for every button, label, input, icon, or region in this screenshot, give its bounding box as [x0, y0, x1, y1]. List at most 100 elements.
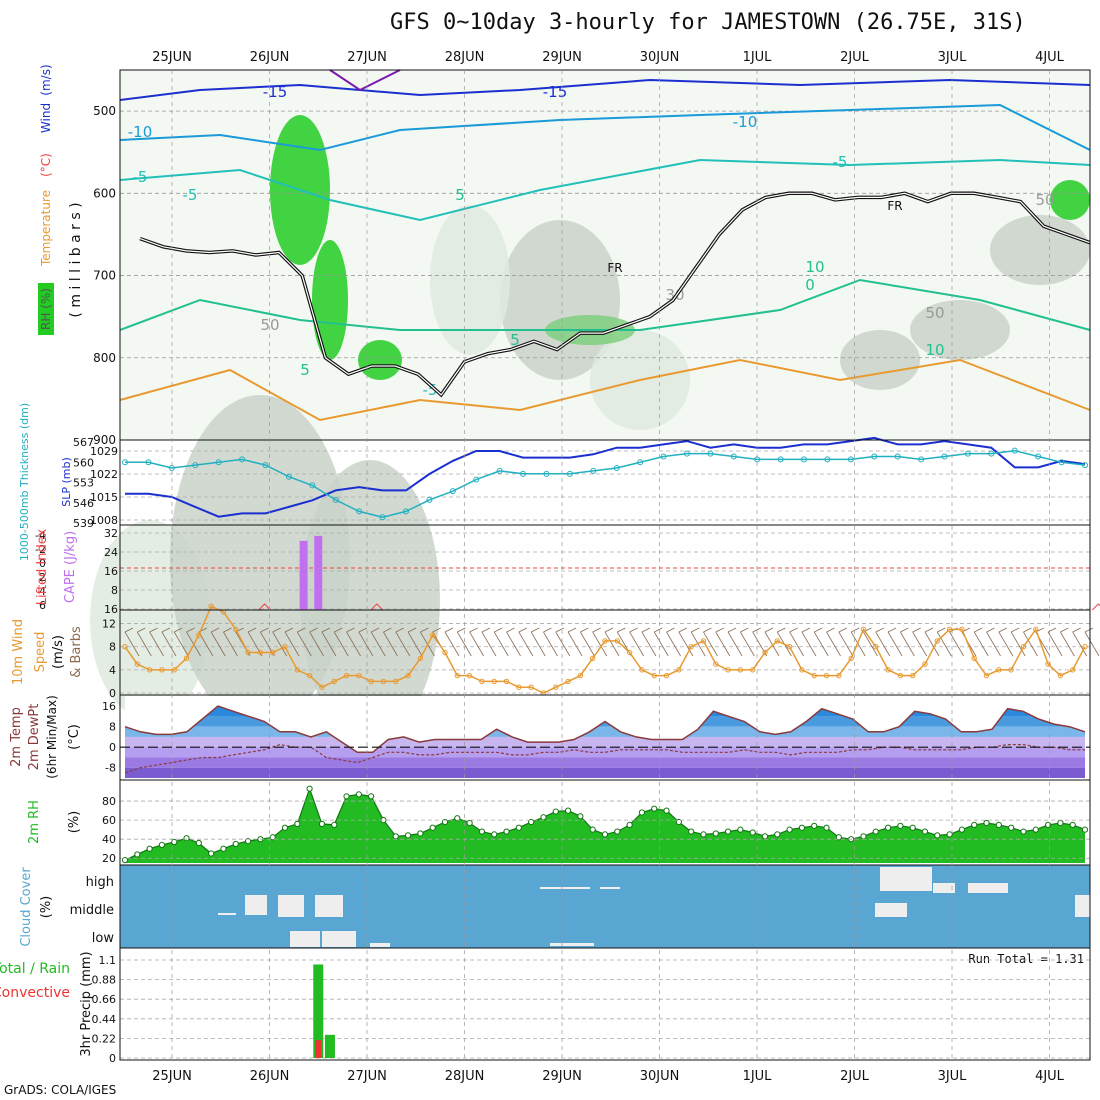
cloud-ylabel-2: (%) [39, 896, 54, 919]
wind-speed-point [491, 678, 497, 685]
wind-barb [912, 627, 921, 633]
thickness-point [332, 496, 339, 503]
wind-speed-point [909, 672, 916, 679]
li-spike-1 [370, 603, 384, 611]
rh-point [700, 831, 707, 838]
wind-barb [949, 631, 964, 657]
wind-speed-point [983, 672, 990, 679]
wind-speed-point [589, 655, 596, 661]
li-spike-0 [258, 603, 271, 611]
wind-barb [629, 631, 644, 657]
wind-barb [358, 631, 374, 657]
wind-speed-point [553, 684, 559, 690]
rh-point [1032, 826, 1039, 833]
li-ytick-label: -4 [35, 529, 46, 542]
thickness-point [426, 496, 433, 503]
wind-barb [937, 627, 946, 633]
wind-speed-point [319, 684, 325, 690]
thickness-point [285, 473, 292, 480]
wind-speed-point [380, 678, 387, 685]
rh-point [441, 818, 449, 826]
wind-barb [715, 627, 724, 633]
thickness-point [683, 450, 690, 457]
wind-barb [703, 631, 718, 657]
cape-ytick-label: 32 [104, 527, 118, 540]
wind-barb [395, 631, 411, 657]
rh-point [281, 824, 289, 831]
wind-speed-point [971, 655, 977, 661]
rh-point [823, 824, 830, 831]
rh-point [614, 828, 621, 835]
day-label-top: 26JUN [250, 50, 290, 65]
wind-speed-point [294, 667, 301, 673]
wind-barb [875, 627, 884, 633]
wind-barb [912, 631, 928, 657]
thickness-point [871, 453, 878, 460]
wind-speed-point [417, 655, 424, 661]
rh-point [1057, 819, 1064, 827]
thickness-point [379, 514, 386, 521]
rh-point [294, 820, 301, 828]
day-label-top: 30JUN [640, 50, 680, 65]
wind-barb [875, 631, 891, 657]
rh-point [232, 840, 239, 848]
wind-ytick-label: 12 [102, 618, 116, 631]
wind-barb [555, 627, 564, 633]
rh-point [368, 793, 375, 800]
wind-barb [1023, 627, 1032, 633]
wind-barb [136, 631, 152, 657]
contour-label-12: 10 [925, 341, 944, 359]
wind-barb [420, 627, 429, 633]
rh-point [244, 837, 252, 845]
wind-barb [407, 631, 423, 657]
wind-barb [370, 631, 386, 657]
day-label-bottom: 4JUL [1035, 1069, 1065, 1084]
rh-point [995, 821, 1002, 828]
thickness-point [613, 465, 620, 472]
thickness-point [262, 462, 269, 469]
li-spike-2 [1091, 603, 1100, 611]
rh-point [946, 831, 953, 838]
thickness-point [192, 462, 199, 469]
upper-ylabel-temp-units: (°C) [39, 153, 53, 177]
temp-band-3 [125, 736, 1085, 748]
wind-barb [789, 631, 804, 657]
wind-barb [210, 631, 226, 657]
day-label-bottom: 2JUL [840, 1069, 870, 1084]
wind-barb [395, 627, 404, 633]
wind-speed-point [885, 667, 891, 673]
cloud-block-13 [540, 887, 590, 889]
wind-barb [838, 627, 848, 633]
wind-speed-point [1082, 644, 1088, 650]
rh-point [478, 828, 486, 835]
wind-barb [936, 631, 952, 657]
wind-speed-point [516, 684, 522, 690]
contour-label-7: 5 [455, 186, 465, 204]
precip-ytick-label: 0 [109, 1052, 116, 1065]
wind-speed-point [429, 632, 436, 638]
wind-speed-point [922, 661, 928, 667]
thickness-point [847, 456, 854, 463]
precip-total-bar-0 [313, 964, 324, 1058]
wind-barb [186, 627, 195, 633]
rh-point [515, 824, 522, 831]
wind-barb [752, 631, 768, 657]
rh-point [934, 832, 941, 839]
precip-ylabel: 3hr Precip (mm) [79, 951, 94, 1056]
thickness-point [894, 453, 901, 460]
wind-speed-point [479, 678, 485, 685]
freezing-level-line-inner [139, 192, 1091, 396]
wind-speed-point [565, 678, 571, 685]
wind-barb [998, 627, 1008, 633]
cape-bar-0 [299, 540, 308, 610]
wind-speed-point [208, 603, 214, 609]
wind-barb [604, 631, 620, 657]
rh-point [663, 807, 670, 814]
wind-barb [850, 627, 860, 633]
rh-point [675, 818, 682, 826]
rh-point [195, 839, 202, 847]
temp-ylabel-3: (6hr Min/Max) [45, 695, 59, 779]
wind-speed-point [183, 655, 190, 661]
rh-point [306, 785, 313, 792]
wind-speed-point [343, 672, 350, 679]
